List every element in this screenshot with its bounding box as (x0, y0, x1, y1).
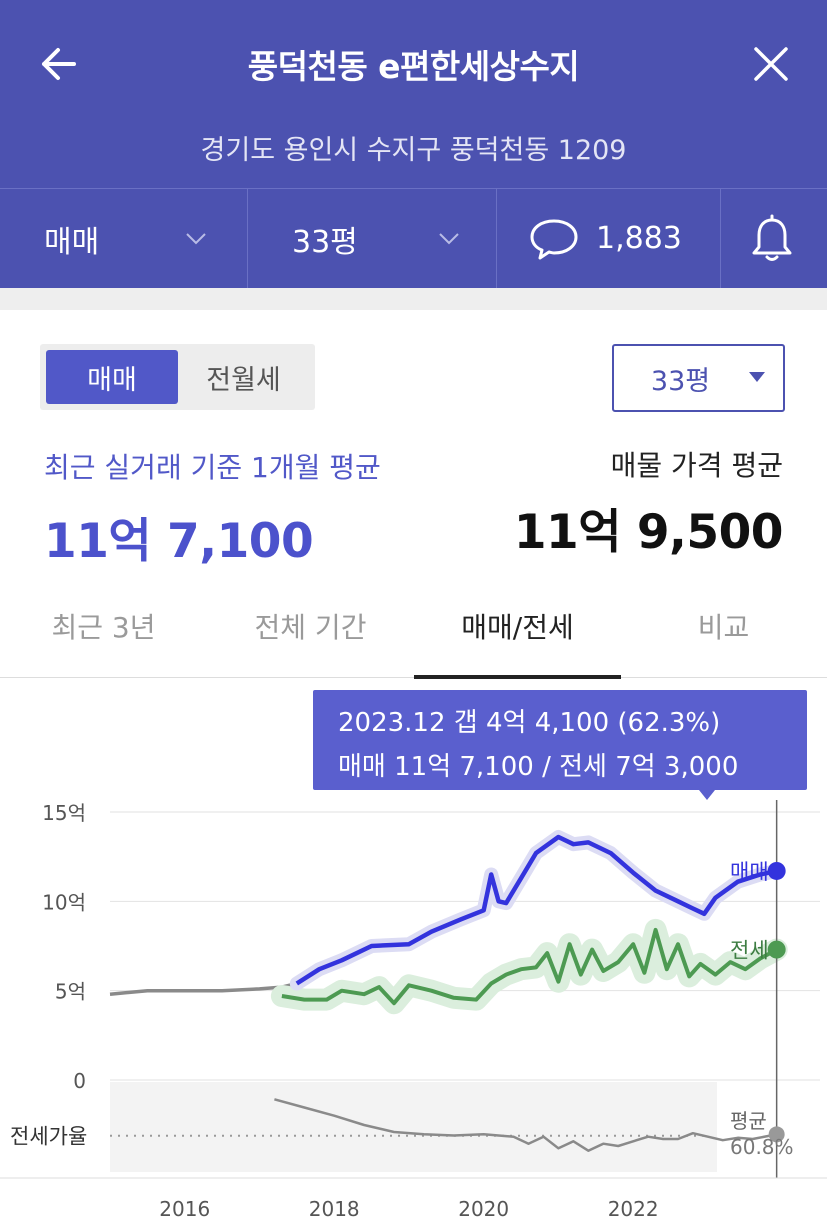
sale-current-point (767, 861, 786, 880)
tooltip-prices: 매매 11억 7,100 / 전세 7억 3,000 (338, 752, 739, 782)
price-chart[interactable]: 15억 10억 5억 0 전세가율 2016 2018 2020 2022 매매전세평균60… (0, 780, 827, 1228)
caret-down-icon (749, 372, 765, 382)
comments-count: 1,883 (596, 221, 682, 256)
apartment-address: 경기도 용인시 수지구 풍덕천동 1209 (200, 135, 627, 166)
x-tick-label: 2020 (458, 1197, 509, 1221)
x-tick-label: 2022 (608, 1197, 659, 1221)
chart-marker (767, 800, 786, 1178)
bell-icon (752, 214, 792, 261)
header-toolbar: 매매 33평 1,883 (0, 189, 827, 288)
page-title: 풍덕천동 e편한세상수지 (247, 47, 580, 86)
toolbar-divider (247, 189, 248, 288)
size-dropdown[interactable]: 33평 (292, 189, 492, 288)
ratio-axis-label: 전세가율 (10, 1125, 87, 1149)
x-tick-label: 2016 (159, 1197, 210, 1221)
listing-price-label: 매물 가격 평균 (610, 449, 783, 482)
tab-label: 비교 (697, 611, 750, 644)
notification-button[interactable] (748, 189, 800, 288)
deal-type-label: 매매 (44, 224, 100, 260)
arrow-left-icon[interactable] (34, 38, 86, 90)
y-tick-label: 15억 (42, 801, 86, 825)
ratio-average-label: 평균 (730, 1109, 767, 1133)
x-tick-label: 2018 (309, 1197, 360, 1221)
segment-sale[interactable]: 매매 (46, 350, 178, 404)
y-axis-ticks: 15억 10억 5억 0 (42, 801, 86, 1093)
tooltip-gap: 2023.12 갭 4억 4,100 (62.3%) (338, 708, 721, 738)
chart-grid (110, 811, 820, 1081)
ratio-panel (110, 1082, 717, 1172)
comments-button[interactable]: 1,883 (528, 189, 718, 288)
speech-bubble-icon (530, 219, 578, 259)
listing-price-value: 11억 9,500 (513, 505, 784, 560)
chevron-down-icon (439, 232, 459, 244)
x-axis-ticks: 2016 2018 2020 2022 (0, 1177, 827, 1221)
app-header: 풍덕천동 e편한세상수지 경기도 용인시 수지구 풍덕천동 1209 매매 33… (0, 0, 827, 288)
tab-sale-jeonse[interactable]: 매매/전세 (414, 590, 621, 679)
section-gap (0, 288, 827, 310)
ratio-series: 전세가율 (10, 1098, 777, 1152)
jeonse-series-label: 전세 (730, 939, 769, 963)
ratio-current-point (768, 1126, 785, 1143)
tooltip-pointer (699, 790, 715, 800)
recent-trade-value: 11억 7,100 (44, 514, 314, 569)
sale-line (295, 834, 778, 986)
size-label: 33평 (292, 224, 358, 260)
chart-series (109, 830, 788, 1015)
recent-trade-label: 최근 실거래 기준 1개월 평균 (44, 451, 381, 484)
active-tab-indicator (414, 675, 621, 679)
close-icon[interactable] (745, 38, 797, 90)
jeonse-line (281, 927, 778, 1006)
ratio-line (274, 1098, 777, 1152)
deal-type-segment: 매매 전월세 (40, 344, 315, 410)
segment-rent[interactable]: 전월세 (206, 364, 281, 396)
tab-recent-3y[interactable]: 최근 3년 (0, 590, 207, 678)
tab-label: 매매/전세 (461, 611, 574, 644)
toolbar-divider (720, 189, 721, 288)
tab-label: 전체 기간 (254, 611, 367, 644)
period-tabs: 최근 3년 전체 기간 매매/전세 비교 (0, 590, 827, 679)
size-select-value: 33평 (650, 365, 711, 397)
y-tick-label: 5억 (55, 980, 86, 1004)
size-select[interactable]: 33평 (612, 344, 785, 412)
tab-label: 최근 3년 (51, 611, 156, 644)
y-tick-label: 10억 (42, 890, 86, 914)
ratio-average-value: 60.8% (730, 1135, 794, 1159)
jeonse-current-point (767, 940, 786, 959)
chart-tooltip: 2023.12 갭 4억 4,100 (62.3%) 매매 11억 7,100 … (313, 690, 807, 800)
y-tick-label: 0 (73, 1069, 86, 1093)
deal-type-dropdown[interactable]: 매매 (44, 189, 244, 288)
toolbar-divider (496, 189, 497, 288)
sale-series-label: 매매 (730, 860, 769, 884)
header-divider (0, 188, 827, 189)
sale-early-line (109, 981, 298, 996)
tab-all-period[interactable]: 전체 기간 (207, 590, 414, 678)
chevron-down-icon (186, 232, 206, 244)
tab-compare[interactable]: 비교 (620, 590, 827, 678)
